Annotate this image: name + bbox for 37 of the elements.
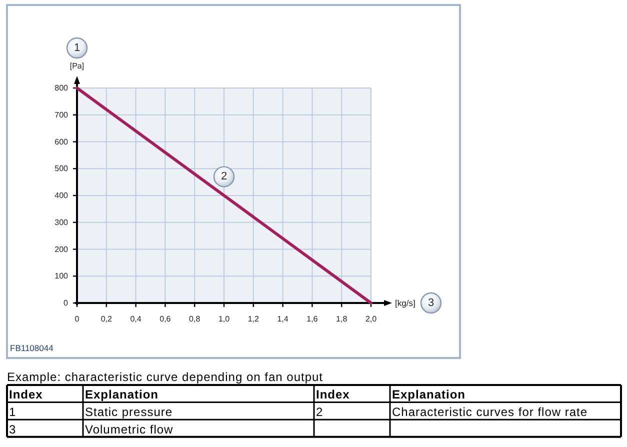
text: Index: [9, 388, 43, 402]
x-tick-label: 1,4: [277, 314, 289, 324]
text: Characteristic curves for flow rate: [392, 404, 588, 419]
text: 1: [74, 42, 80, 54]
x-tick-label: 1,6: [306, 314, 318, 324]
text: 3: [428, 297, 434, 309]
y-tick-label: 0: [64, 298, 69, 308]
text: Explanation: [85, 388, 159, 402]
x-tick-label: 2,0: [365, 314, 378, 324]
y-tick-label: 200: [54, 244, 69, 254]
text: Index: [316, 388, 350, 402]
x-tick-label: 0,4: [130, 314, 142, 324]
y-tick-label: 100: [54, 272, 69, 281]
y-tick-label: 800: [54, 84, 69, 92]
y-tick-label: 600: [54, 137, 69, 146]
x-tick-label: 0: [74, 314, 80, 324]
y-axis-title: [Pa]: [70, 62, 84, 70]
x-axis-title: [kg/s]: [395, 298, 416, 308]
x-tick-label: 1,0: [218, 314, 230, 324]
text: Volumetric flow: [85, 422, 174, 436]
text: 2: [316, 404, 324, 419]
x-tick-label: 1,2: [248, 314, 260, 324]
y-tick-label: 500: [54, 164, 69, 174]
x-tick-label: 0,2: [100, 314, 113, 324]
text: 1: [9, 404, 16, 419]
text: 3: [9, 422, 16, 436]
annotation: 2: [220, 170, 228, 183]
text: FB1108044: [10, 343, 54, 353]
y-tick-label: 400: [54, 191, 69, 200]
x-tick-label: 1,8: [336, 314, 348, 324]
text: Explanation: [392, 388, 466, 402]
y-tick-label: 300: [54, 218, 69, 227]
x-tick-label: 0,6: [160, 314, 172, 324]
x-tick-label: 0,8: [189, 314, 201, 324]
y-tick-label: 700: [54, 110, 69, 120]
text: Static pressure: [85, 404, 173, 419]
text: Example: characteristic curve depending on fan output: [7, 370, 324, 384]
